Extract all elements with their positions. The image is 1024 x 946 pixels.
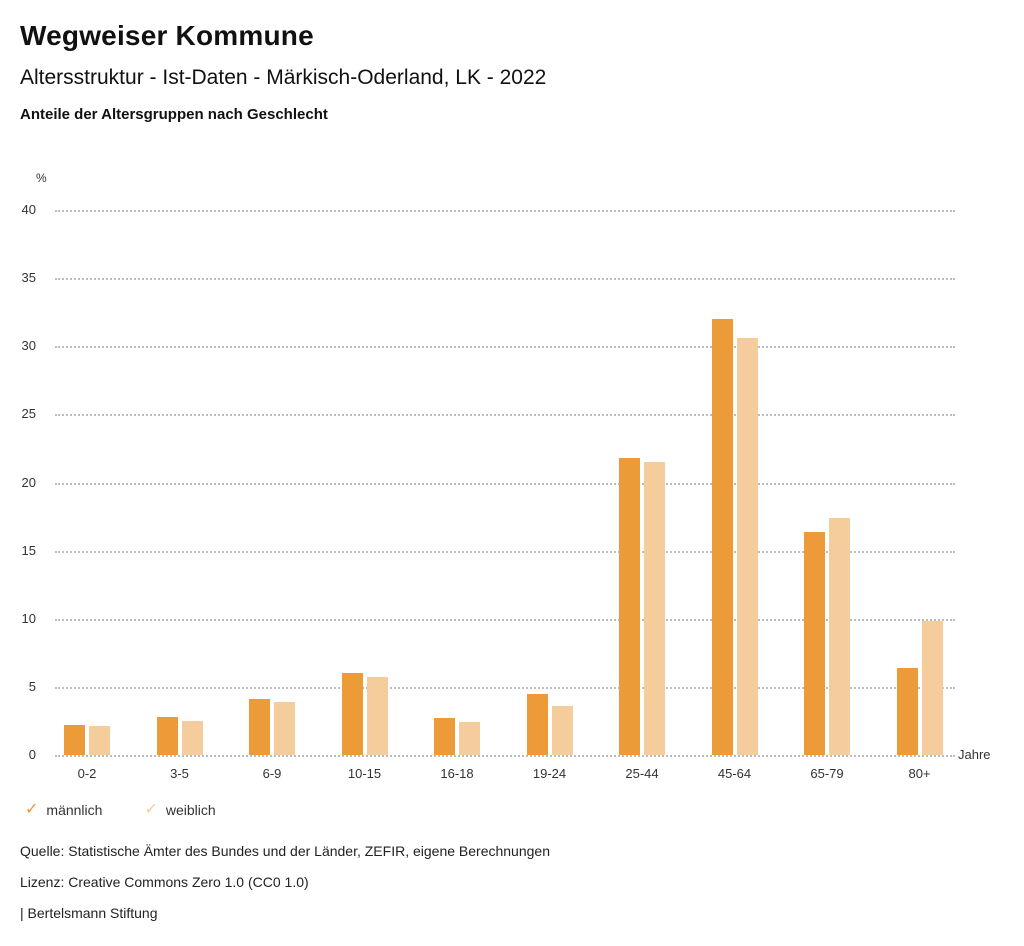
- x-axis-tick-10-15: 10-15: [347, 766, 382, 781]
- gridline-5: [55, 686, 955, 689]
- bar-weiblich-25-44[interactable]: [644, 462, 665, 755]
- x-axis-unit-label: Jahre: [958, 747, 991, 762]
- bar-männlich-16-18[interactable]: [434, 718, 455, 755]
- gridline-0: [55, 755, 955, 757]
- y-axis-tick-30: 30: [21, 338, 36, 354]
- bar-männlich-80+[interactable]: [896, 667, 918, 755]
- y-axis-tick-35: 35: [21, 270, 36, 286]
- y-axis-tick-15: 15: [21, 542, 36, 558]
- page-title: Wegweiser Kommune: [20, 20, 314, 51]
- bar-männlich-65-79[interactable]: [804, 531, 825, 755]
- bar-weiblich-65-79[interactable]: [829, 517, 850, 755]
- x-axis-tick-65-79: 65-79: [810, 766, 844, 781]
- x-axis-tick-19-24: 19-24: [532, 766, 567, 781]
- legend-label-maennlich: männlich: [46, 802, 103, 818]
- bar-männlich-25-44[interactable]: [619, 457, 640, 755]
- attribution-text: | Bertelsmann Stiftung: [20, 905, 158, 921]
- gridline-20: [55, 482, 955, 485]
- gridline-25: [55, 414, 955, 417]
- bar-männlich-3-5[interactable]: [156, 716, 178, 755]
- bar-weiblich-6-9[interactable]: [274, 701, 295, 755]
- gridline-40: [55, 210, 955, 212]
- chart-legend: ✓ männlich ✓ weiblich: [25, 801, 216, 819]
- y-axis-tick-40: 40: [21, 202, 36, 217]
- bar-männlich-6-9[interactable]: [249, 699, 270, 755]
- legend-item-weiblich[interactable]: ✓ weiblich: [144, 801, 216, 819]
- bar-weiblich-0-2[interactable]: [89, 726, 110, 755]
- y-axis-tick-20: 20: [21, 474, 36, 490]
- y-axis-tick-10: 10: [21, 610, 36, 626]
- x-axis-tick-6-9: 6-9: [262, 766, 282, 781]
- x-axis-tick-16-18: 16-18: [440, 766, 474, 781]
- gridline-30: [55, 346, 955, 349]
- gridline-10: [55, 618, 955, 621]
- check-icon: ✓: [144, 801, 158, 818]
- bar-weiblich-3-5[interactable]: [181, 720, 203, 755]
- bar-männlich-0-2[interactable]: [64, 725, 85, 755]
- y-axis-tick-5: 5: [28, 678, 36, 694]
- x-axis-tick-45-64: 45-64: [717, 766, 752, 781]
- x-axis-tick-80+: 80+: [908, 766, 931, 781]
- check-icon: ✓: [25, 801, 39, 818]
- page-subtitle: Altersstruktur - Ist-Daten - Märkisch-Od…: [20, 66, 547, 89]
- x-axis-tick-3-5: 3-5: [170, 766, 189, 781]
- bar-weiblich-45-64[interactable]: [736, 338, 758, 755]
- x-axis-tick-25-44: 25-44: [625, 766, 659, 781]
- bar-weiblich-16-18[interactable]: [459, 722, 480, 755]
- source-text: Quelle: Statistische Ämter des Bundes un…: [20, 843, 550, 859]
- x-axis-tick-0-2: 0-2: [77, 766, 97, 781]
- legend-item-maennlich[interactable]: ✓ männlich: [25, 801, 103, 819]
- bar-weiblich-19-24[interactable]: [551, 705, 573, 755]
- y-axis-unit-label: %: [36, 171, 47, 185]
- bar-weiblich-10-15[interactable]: [366, 677, 388, 755]
- y-axis-tick-25: 25: [21, 406, 36, 422]
- bar-männlich-45-64[interactable]: [711, 319, 733, 755]
- bar-weiblich-80+[interactable]: [921, 621, 943, 755]
- legend-label-weiblich: weiblich: [165, 802, 216, 818]
- y-axis-tick-0: 0: [28, 747, 36, 762]
- gridline-35: [55, 278, 955, 281]
- bar-männlich-10-15[interactable]: [341, 673, 363, 755]
- chart-heading: Anteile der Altersgruppen nach Geschlech…: [20, 106, 328, 123]
- gridline-15: [55, 550, 955, 553]
- license-text: Lizenz: Creative Commons Zero 1.0 (CC0 1…: [20, 874, 309, 890]
- bar-männlich-19-24[interactable]: [526, 693, 548, 755]
